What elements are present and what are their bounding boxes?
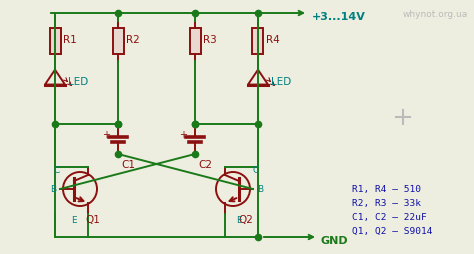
Text: E: E — [71, 215, 77, 224]
Text: R4: R4 — [266, 35, 280, 45]
Text: Q2: Q2 — [238, 214, 253, 224]
Bar — [190, 29, 201, 55]
Bar — [112, 29, 124, 55]
Text: C: C — [54, 165, 60, 174]
Text: B: B — [50, 184, 56, 193]
Text: whynot.org.ua: whynot.org.ua — [403, 10, 468, 19]
Text: Q1, Q2 – S9014: Q1, Q2 – S9014 — [352, 226, 432, 235]
Text: R3: R3 — [203, 35, 217, 45]
Text: E: E — [236, 215, 242, 224]
Bar — [253, 29, 264, 55]
Text: LED: LED — [68, 77, 88, 87]
Bar — [49, 29, 61, 55]
Text: R1, R4 – 510: R1, R4 – 510 — [352, 184, 421, 193]
Text: +: + — [102, 130, 110, 139]
Text: R2: R2 — [126, 35, 140, 45]
Text: C1: C1 — [121, 159, 135, 169]
Text: +: + — [179, 130, 187, 139]
Text: C1, C2 – 22uF: C1, C2 – 22uF — [352, 212, 427, 221]
Text: R2, R3 – 33k: R2, R3 – 33k — [352, 198, 421, 207]
Text: C: C — [253, 165, 259, 174]
Text: +3...14V: +3...14V — [312, 12, 366, 22]
Text: Q1: Q1 — [85, 214, 100, 224]
Text: C2: C2 — [198, 159, 212, 169]
Text: R1: R1 — [63, 35, 77, 45]
Text: B: B — [257, 184, 263, 193]
Text: LED: LED — [271, 77, 291, 87]
Text: GND: GND — [321, 235, 348, 245]
